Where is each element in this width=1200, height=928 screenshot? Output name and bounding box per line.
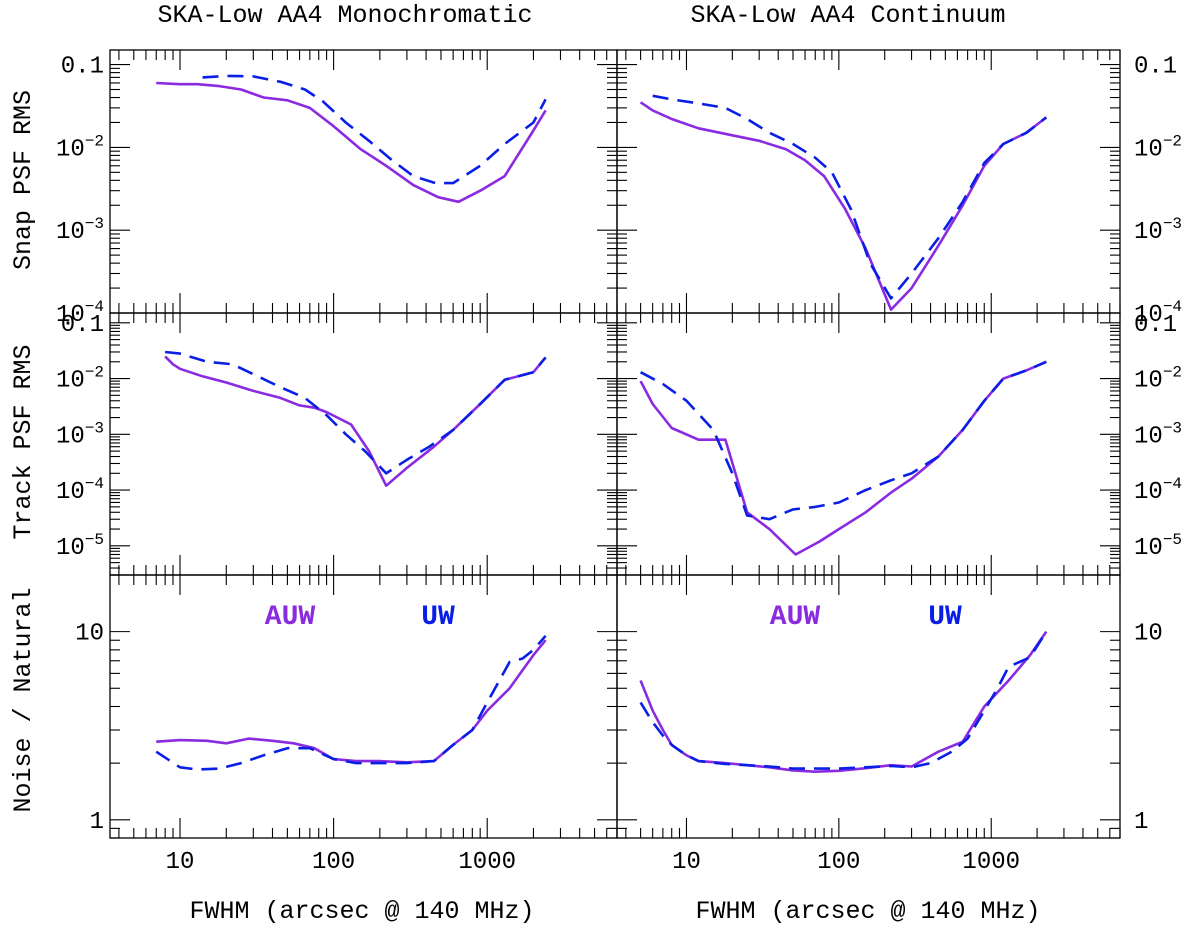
c0-r2-y-tick-label: 10	[75, 621, 104, 648]
c1-r2-x-tick-label: 100	[817, 849, 860, 876]
c0-r1-y-tick-label: 10−2	[56, 364, 104, 395]
c1-r1-y-tick-label: 10−5	[1134, 531, 1182, 562]
c1-r0-y-tick-label: 0.1	[1134, 54, 1177, 81]
c0-r0-series-auw-line	[156, 81, 547, 204]
legend-uw-right: UW	[928, 602, 962, 633]
c0-r0-y-tick-label: 10−4	[56, 298, 104, 329]
c0-r1-y-tick-label: 0.1	[61, 312, 104, 339]
c0-r2-series-uw-line	[155, 634, 547, 771]
c0-r2-x-tick-label: 10	[166, 849, 195, 876]
legend-auw-left: AUW	[265, 602, 316, 633]
y-axis-label-noise: Noise / Natural	[9, 587, 38, 812]
c0-r1-series-auw-line	[164, 355, 547, 487]
x-axis-label-left: FWHM (arcsec @ 140 MHz)	[189, 897, 534, 926]
c1-r0-axes-frame	[616, 49, 1121, 314]
c0-r0-axes-frame	[109, 49, 618, 314]
c0-r0-y-tick-label: 0.1	[61, 54, 104, 81]
c0-r1-y-tick-label: 10−4	[56, 475, 104, 506]
legend-uw-left: UW	[421, 602, 455, 633]
c1-r1-y-tick-label: 10−2	[1134, 364, 1182, 395]
left-column-title: SKA-Low AA4 Monochromatic	[157, 1, 532, 30]
c1-r1-series-auw-line	[639, 360, 1047, 556]
c1-r1-axes-frame	[616, 312, 1121, 576]
c0-r2-series-auw-line	[156, 639, 547, 764]
c1-r1-series-uw-line	[639, 360, 1047, 521]
c0-r2-axes-frame	[109, 574, 618, 839]
panels-group: 10−4 10−3 10−2 0.1 10−5 10−4 10−3 10−2 0.1 1 10 10 1…	[56, 49, 1182, 876]
c0-r1-series-uw-line	[164, 350, 547, 475]
c0-r2-x-tick-label: 1000	[458, 849, 516, 876]
c1-r2-x-tick-label: 10	[672, 849, 701, 876]
right-column-title: SKA-Low AA4 Continuum	[690, 1, 1005, 30]
legend-auw-right: AUW	[770, 602, 821, 633]
c1-r0-series-uw-line	[652, 94, 1048, 300]
c0-r0-series-uw-line	[202, 74, 547, 185]
x-axis-label-right: FWHM (arcsec @ 140 MHz)	[695, 897, 1040, 926]
c1-r0-y-tick-label: 10−2	[1134, 132, 1182, 163]
c0-r0-y-tick-label: 10−3	[56, 215, 104, 246]
c1-r2-x-tick-label: 1000	[962, 849, 1020, 876]
c0-r0-y-tick-label: 10−2	[56, 132, 104, 163]
c1-r1-y-tick-label: 10−3	[1134, 419, 1182, 450]
c1-r1-y-tick-label: 10−4	[1134, 475, 1182, 506]
y-axis-label-track: Track PSF RMS	[9, 344, 38, 539]
c1-r2-axes-frame	[616, 574, 1121, 839]
c1-r1-y-tick-label: 0.1	[1134, 312, 1177, 339]
c1-r0-series-auw-line	[639, 101, 1048, 311]
c1-r0-y-tick-label: 10−3	[1134, 215, 1182, 246]
c1-r2-series-uw-line	[639, 630, 1048, 770]
c0-r2-y-tick-label: 1	[90, 809, 104, 836]
c1-r2-y-tick-label: 1	[1134, 809, 1148, 836]
c0-r2-x-tick-label: 100	[312, 849, 355, 876]
c0-r1-y-tick-label: 10−3	[56, 419, 104, 450]
y-axis-label-snap: Snap PSF RMS	[9, 90, 38, 270]
c0-r1-y-tick-label: 10−5	[56, 531, 104, 562]
c1-r2-series-auw-line	[639, 630, 1048, 773]
c1-r2-y-tick-label: 10	[1134, 621, 1163, 648]
